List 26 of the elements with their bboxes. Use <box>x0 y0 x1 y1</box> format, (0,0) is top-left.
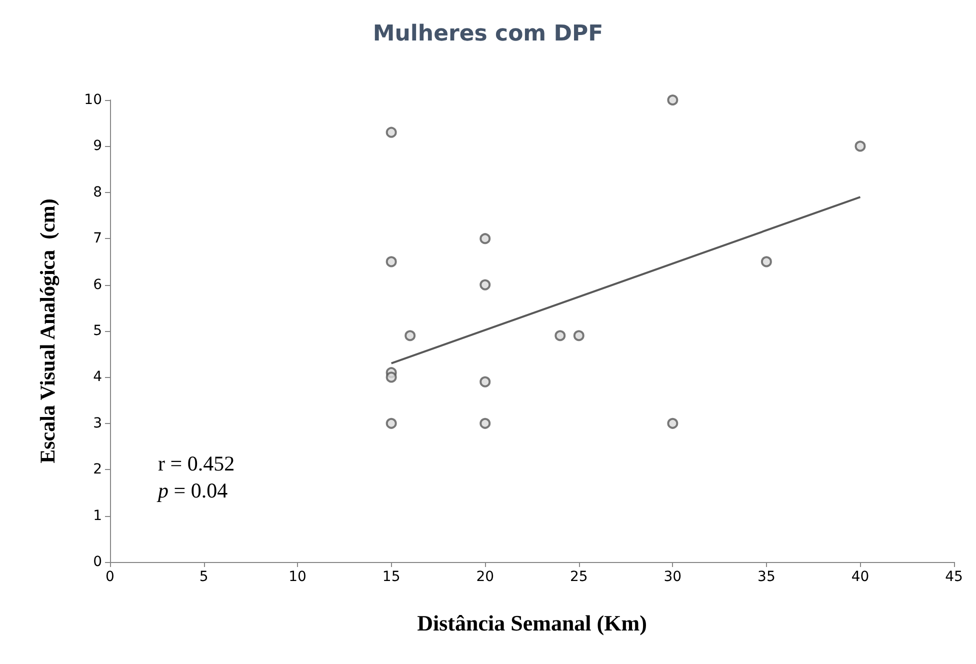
x-tick-label: 15 <box>382 569 400 585</box>
y-tick-label: 7 <box>93 230 102 247</box>
x-tick-label: 10 <box>288 569 306 585</box>
y-tick-label: 6 <box>93 276 102 293</box>
x-axis-title: Distância Semanal (Km) <box>417 610 647 636</box>
y-axis-title: Escala Visual Analógica (cm) <box>36 198 60 464</box>
y-tick-label: 4 <box>93 369 102 386</box>
y-tick-label: 0 <box>93 554 102 570</box>
annotation: r = 0.452 <box>158 452 235 476</box>
x-tick-label: 20 <box>476 569 494 585</box>
x-tick-label: 5 <box>199 569 208 585</box>
x-tick-label: 40 <box>851 569 870 585</box>
y-tick-label: 3 <box>93 415 102 432</box>
y-tick-label: 2 <box>93 462 102 478</box>
y-tick-label: 1 <box>93 508 102 524</box>
x-tick-label: 35 <box>758 569 776 585</box>
x-tick-label: 25 <box>570 569 588 585</box>
y-tick-label: 5 <box>93 323 102 339</box>
x-tick-label: 45 <box>945 569 963 585</box>
chart-title: Mulheres com DPF <box>372 22 604 46</box>
y-tick-label: 9 <box>93 138 102 154</box>
x-tick-label: 0 <box>106 569 114 585</box>
y-tick-label: 8 <box>93 184 102 200</box>
x-tick-label: 30 <box>664 569 682 585</box>
annotation: p = 0.04 <box>156 478 228 502</box>
y-tick-label: 10 <box>84 92 102 108</box>
